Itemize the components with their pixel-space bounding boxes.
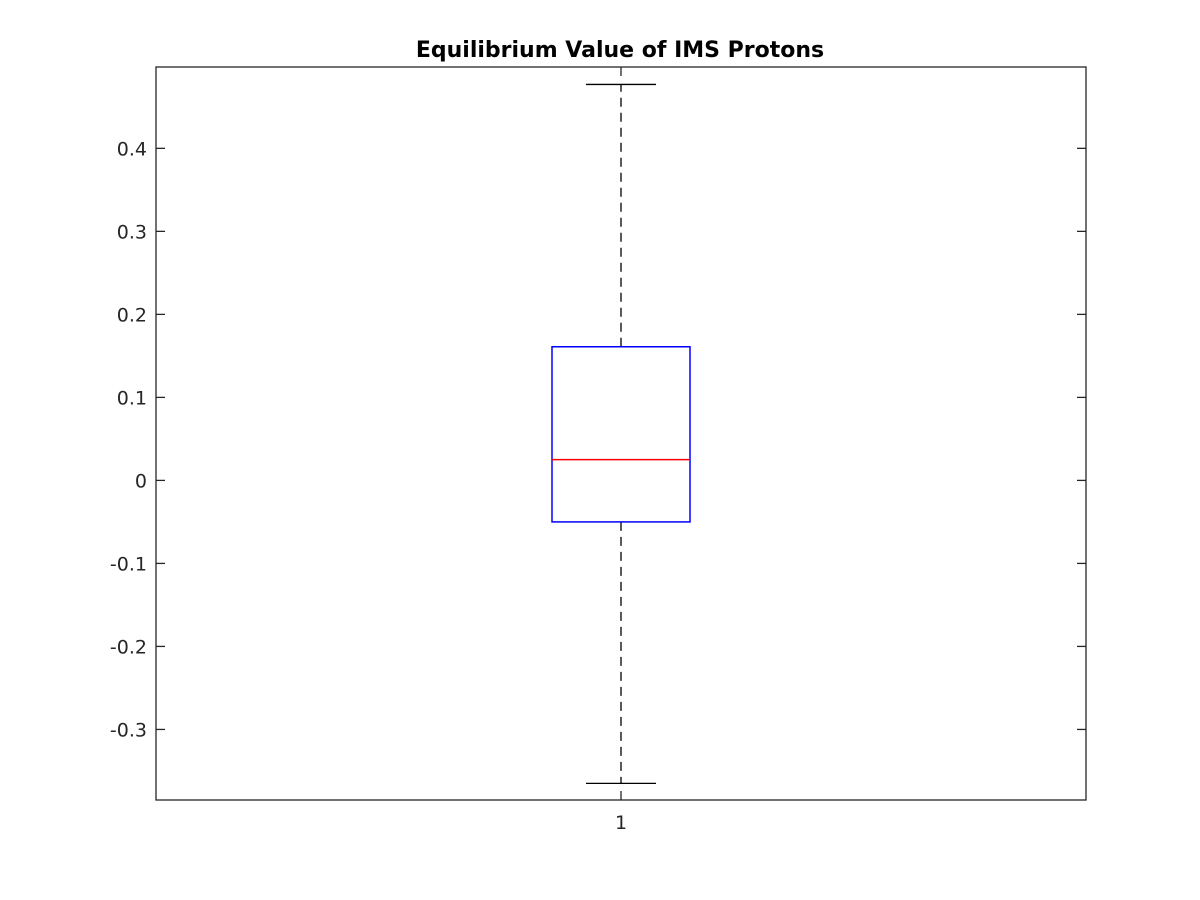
interquartile-box [551,346,691,523]
y-tick-label: 0 [135,470,147,492]
y-tick-label: 0.4 [117,138,147,160]
x-tick-label: 1 [615,812,627,834]
box-plot-series [551,83,691,785]
y-tick-label: 0.2 [117,304,147,326]
chart-title: Equilibrium Value of IMS Protons [416,38,824,63]
y-tick-label: 0.1 [117,387,147,409]
y-tick-label: -0.1 [110,553,147,575]
x-axis-ticks: 1 [615,67,627,834]
y-tick-label: 0.3 [117,221,147,243]
y-axis-ticks: -0.3 -0.2 -0.1 0 0.1 0.2 0.3 0.4 [110,138,1086,741]
y-tick-label: -0.2 [110,636,147,658]
y-tick-label: -0.3 [110,719,147,741]
